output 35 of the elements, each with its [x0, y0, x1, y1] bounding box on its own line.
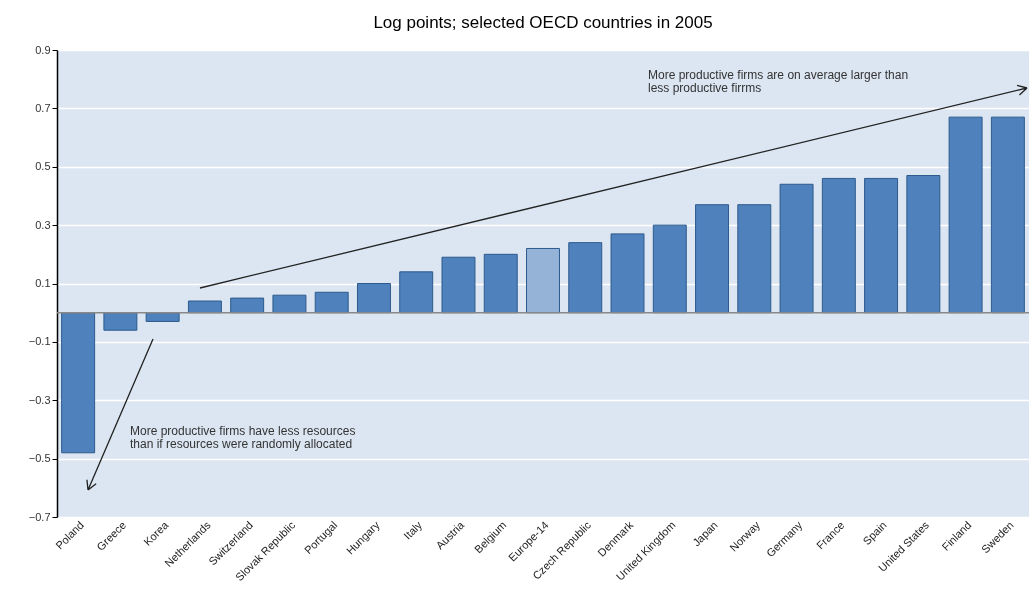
bar: [441, 256, 476, 314]
bar: [779, 183, 814, 314]
y-tick-label: −0.5: [28, 452, 51, 465]
bar: [737, 204, 772, 314]
bar: [187, 300, 222, 314]
bar: [906, 175, 941, 314]
bar: [145, 312, 180, 322]
y-tick-label: 0.5: [35, 160, 51, 173]
bar: [314, 291, 349, 314]
x-tick-label: Italy: [401, 518, 425, 542]
y-tick-label: 0.7: [35, 101, 51, 114]
bar: [230, 297, 265, 314]
bar: [652, 224, 687, 314]
y-tick-label: −0.3: [28, 393, 51, 406]
y-tick-label: −0.7: [28, 510, 51, 523]
bar: [610, 233, 645, 314]
bar: [864, 177, 899, 314]
bar: [821, 177, 856, 314]
bar: [483, 253, 518, 314]
bar: [399, 271, 434, 314]
bar: [948, 116, 983, 314]
bar: [526, 247, 560, 314]
annotation: More productive firms have less resources than if resources were randomly allocated: [130, 424, 356, 451]
y-tick-label: 0.9: [35, 43, 51, 56]
bar: [272, 294, 307, 314]
y-tick-label: 0.3: [35, 218, 51, 231]
annotation: More productive firms are on average larger than less productive firrms: [648, 68, 909, 95]
bar: [695, 204, 730, 314]
bar: [356, 283, 391, 314]
y-tick-label: 0.1: [35, 277, 51, 289]
y-tick-label: −0.1: [28, 335, 51, 348]
bar: [568, 242, 603, 314]
bar: [103, 312, 138, 331]
chart-title: Log points; selected OECD countries in 2005: [373, 13, 713, 32]
bar: [990, 116, 1025, 314]
